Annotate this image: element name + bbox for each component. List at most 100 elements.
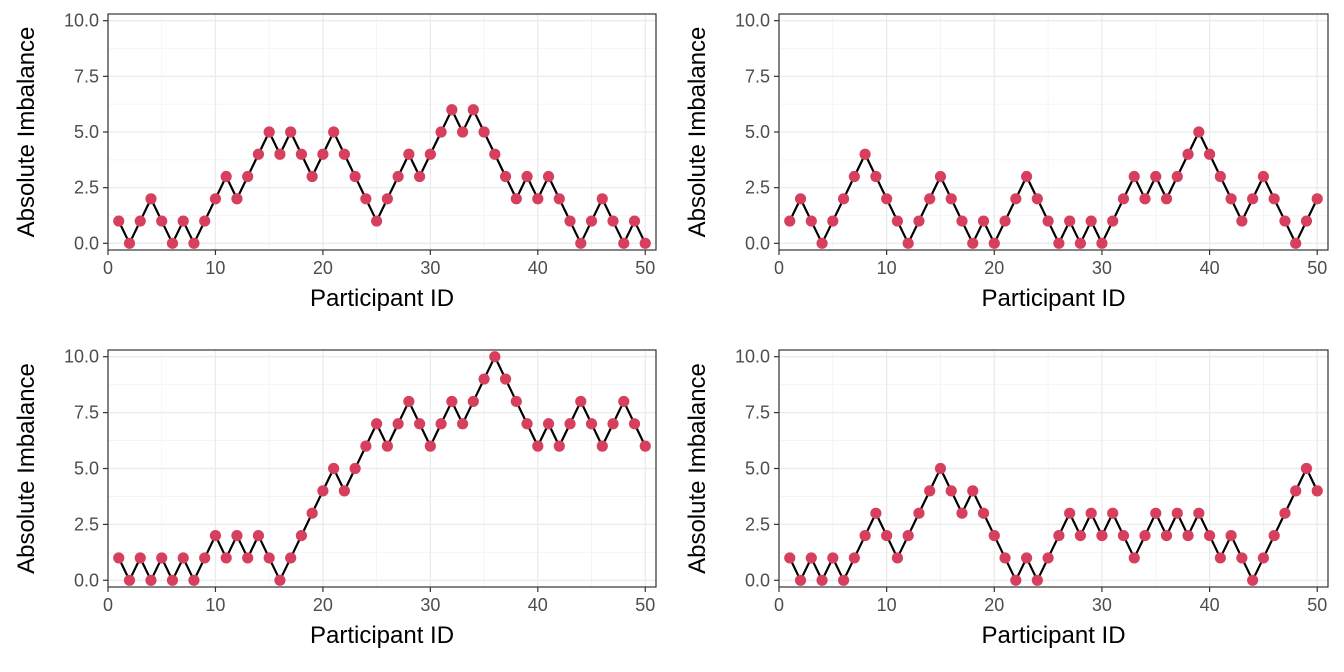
data-point xyxy=(456,418,469,430)
data-point xyxy=(977,215,990,227)
data-point xyxy=(242,170,254,183)
data-point xyxy=(113,552,125,564)
data-point xyxy=(478,373,490,385)
data-point xyxy=(1257,170,1270,183)
data-point xyxy=(338,485,350,497)
data-point xyxy=(596,440,608,452)
data-point xyxy=(478,126,490,138)
data-point xyxy=(934,170,947,183)
data-point xyxy=(585,215,598,227)
data-point xyxy=(456,126,469,138)
data-point xyxy=(295,148,308,160)
data-point xyxy=(924,485,936,497)
x-tick-label: 20 xyxy=(984,258,1004,278)
data-point xyxy=(1311,193,1323,205)
data-point xyxy=(317,485,329,497)
data-point xyxy=(510,395,522,408)
data-point xyxy=(1193,126,1205,138)
data-point xyxy=(999,215,1011,227)
x-tick-label: 30 xyxy=(1092,595,1112,615)
x-tick-label: 20 xyxy=(313,595,333,615)
data-point xyxy=(446,104,458,116)
data-point xyxy=(392,418,404,430)
data-point xyxy=(1236,215,1248,227)
data-point xyxy=(360,193,372,205)
data-point xyxy=(489,148,501,160)
data-point xyxy=(628,418,641,430)
data-point xyxy=(891,215,904,227)
data-point xyxy=(328,126,340,138)
data-point xyxy=(435,418,447,430)
data-point xyxy=(805,552,817,564)
data-point xyxy=(956,215,968,227)
data-point xyxy=(274,574,286,586)
data-point xyxy=(575,237,587,249)
data-point xyxy=(1279,507,1291,519)
data-point xyxy=(585,418,598,430)
data-point xyxy=(967,485,979,497)
data-point xyxy=(392,170,404,183)
data-point xyxy=(424,440,436,452)
x-tick-label: 10 xyxy=(877,258,897,278)
y-tick-label: 2.5 xyxy=(74,178,99,198)
data-point xyxy=(1290,485,1302,497)
data-point xyxy=(360,440,372,452)
data-point xyxy=(1171,170,1183,183)
data-point xyxy=(988,529,1000,542)
data-point xyxy=(870,507,882,519)
data-point xyxy=(1160,193,1173,205)
data-point xyxy=(134,215,146,227)
data-point xyxy=(123,574,136,586)
data-point xyxy=(446,395,458,408)
data-point xyxy=(1247,193,1259,205)
data-point xyxy=(913,507,925,519)
data-point xyxy=(349,170,361,183)
data-point xyxy=(1139,193,1151,205)
x-tick-label: 30 xyxy=(1092,258,1112,278)
data-point xyxy=(784,215,796,227)
x-tick-label: 50 xyxy=(1307,258,1327,278)
data-point xyxy=(328,462,340,475)
data-point xyxy=(414,170,426,183)
y-tick-label: 0.0 xyxy=(745,233,770,253)
data-point xyxy=(956,507,968,519)
data-point xyxy=(381,440,393,452)
x-tick-label: 10 xyxy=(205,258,225,278)
data-point xyxy=(859,529,871,542)
x-axis-title: Participant ID xyxy=(981,285,1125,312)
x-tick-label: 0 xyxy=(774,258,784,278)
data-point xyxy=(242,552,254,564)
x-tick-label: 50 xyxy=(635,595,655,615)
data-point xyxy=(1160,529,1173,542)
data-point xyxy=(1182,529,1194,542)
data-point xyxy=(1085,215,1097,227)
y-axis-title: Absolute Imbalance xyxy=(13,363,40,574)
data-point xyxy=(381,193,393,205)
data-point xyxy=(596,193,608,205)
x-tick-label: 40 xyxy=(1200,595,1220,615)
data-point xyxy=(1139,529,1151,542)
data-point xyxy=(467,104,479,116)
data-point xyxy=(1128,170,1140,183)
x-tick-label: 30 xyxy=(420,595,440,615)
data-point xyxy=(1150,507,1162,519)
data-point xyxy=(1225,529,1237,542)
data-point xyxy=(274,148,286,160)
data-point xyxy=(317,148,329,160)
data-point xyxy=(1268,529,1280,542)
y-tick-label: 10.0 xyxy=(735,11,770,31)
data-point xyxy=(902,237,914,249)
data-point xyxy=(1236,552,1248,564)
data-point xyxy=(1096,237,1108,249)
data-point xyxy=(999,552,1011,564)
data-point xyxy=(188,574,200,586)
x-tick-label: 50 xyxy=(635,258,655,278)
data-point xyxy=(784,552,796,564)
data-point xyxy=(816,574,828,586)
data-point xyxy=(1117,193,1130,205)
data-point xyxy=(848,552,860,564)
data-point xyxy=(1010,574,1022,586)
data-point xyxy=(1117,529,1130,542)
data-point xyxy=(1020,170,1033,183)
data-point xyxy=(134,552,146,564)
